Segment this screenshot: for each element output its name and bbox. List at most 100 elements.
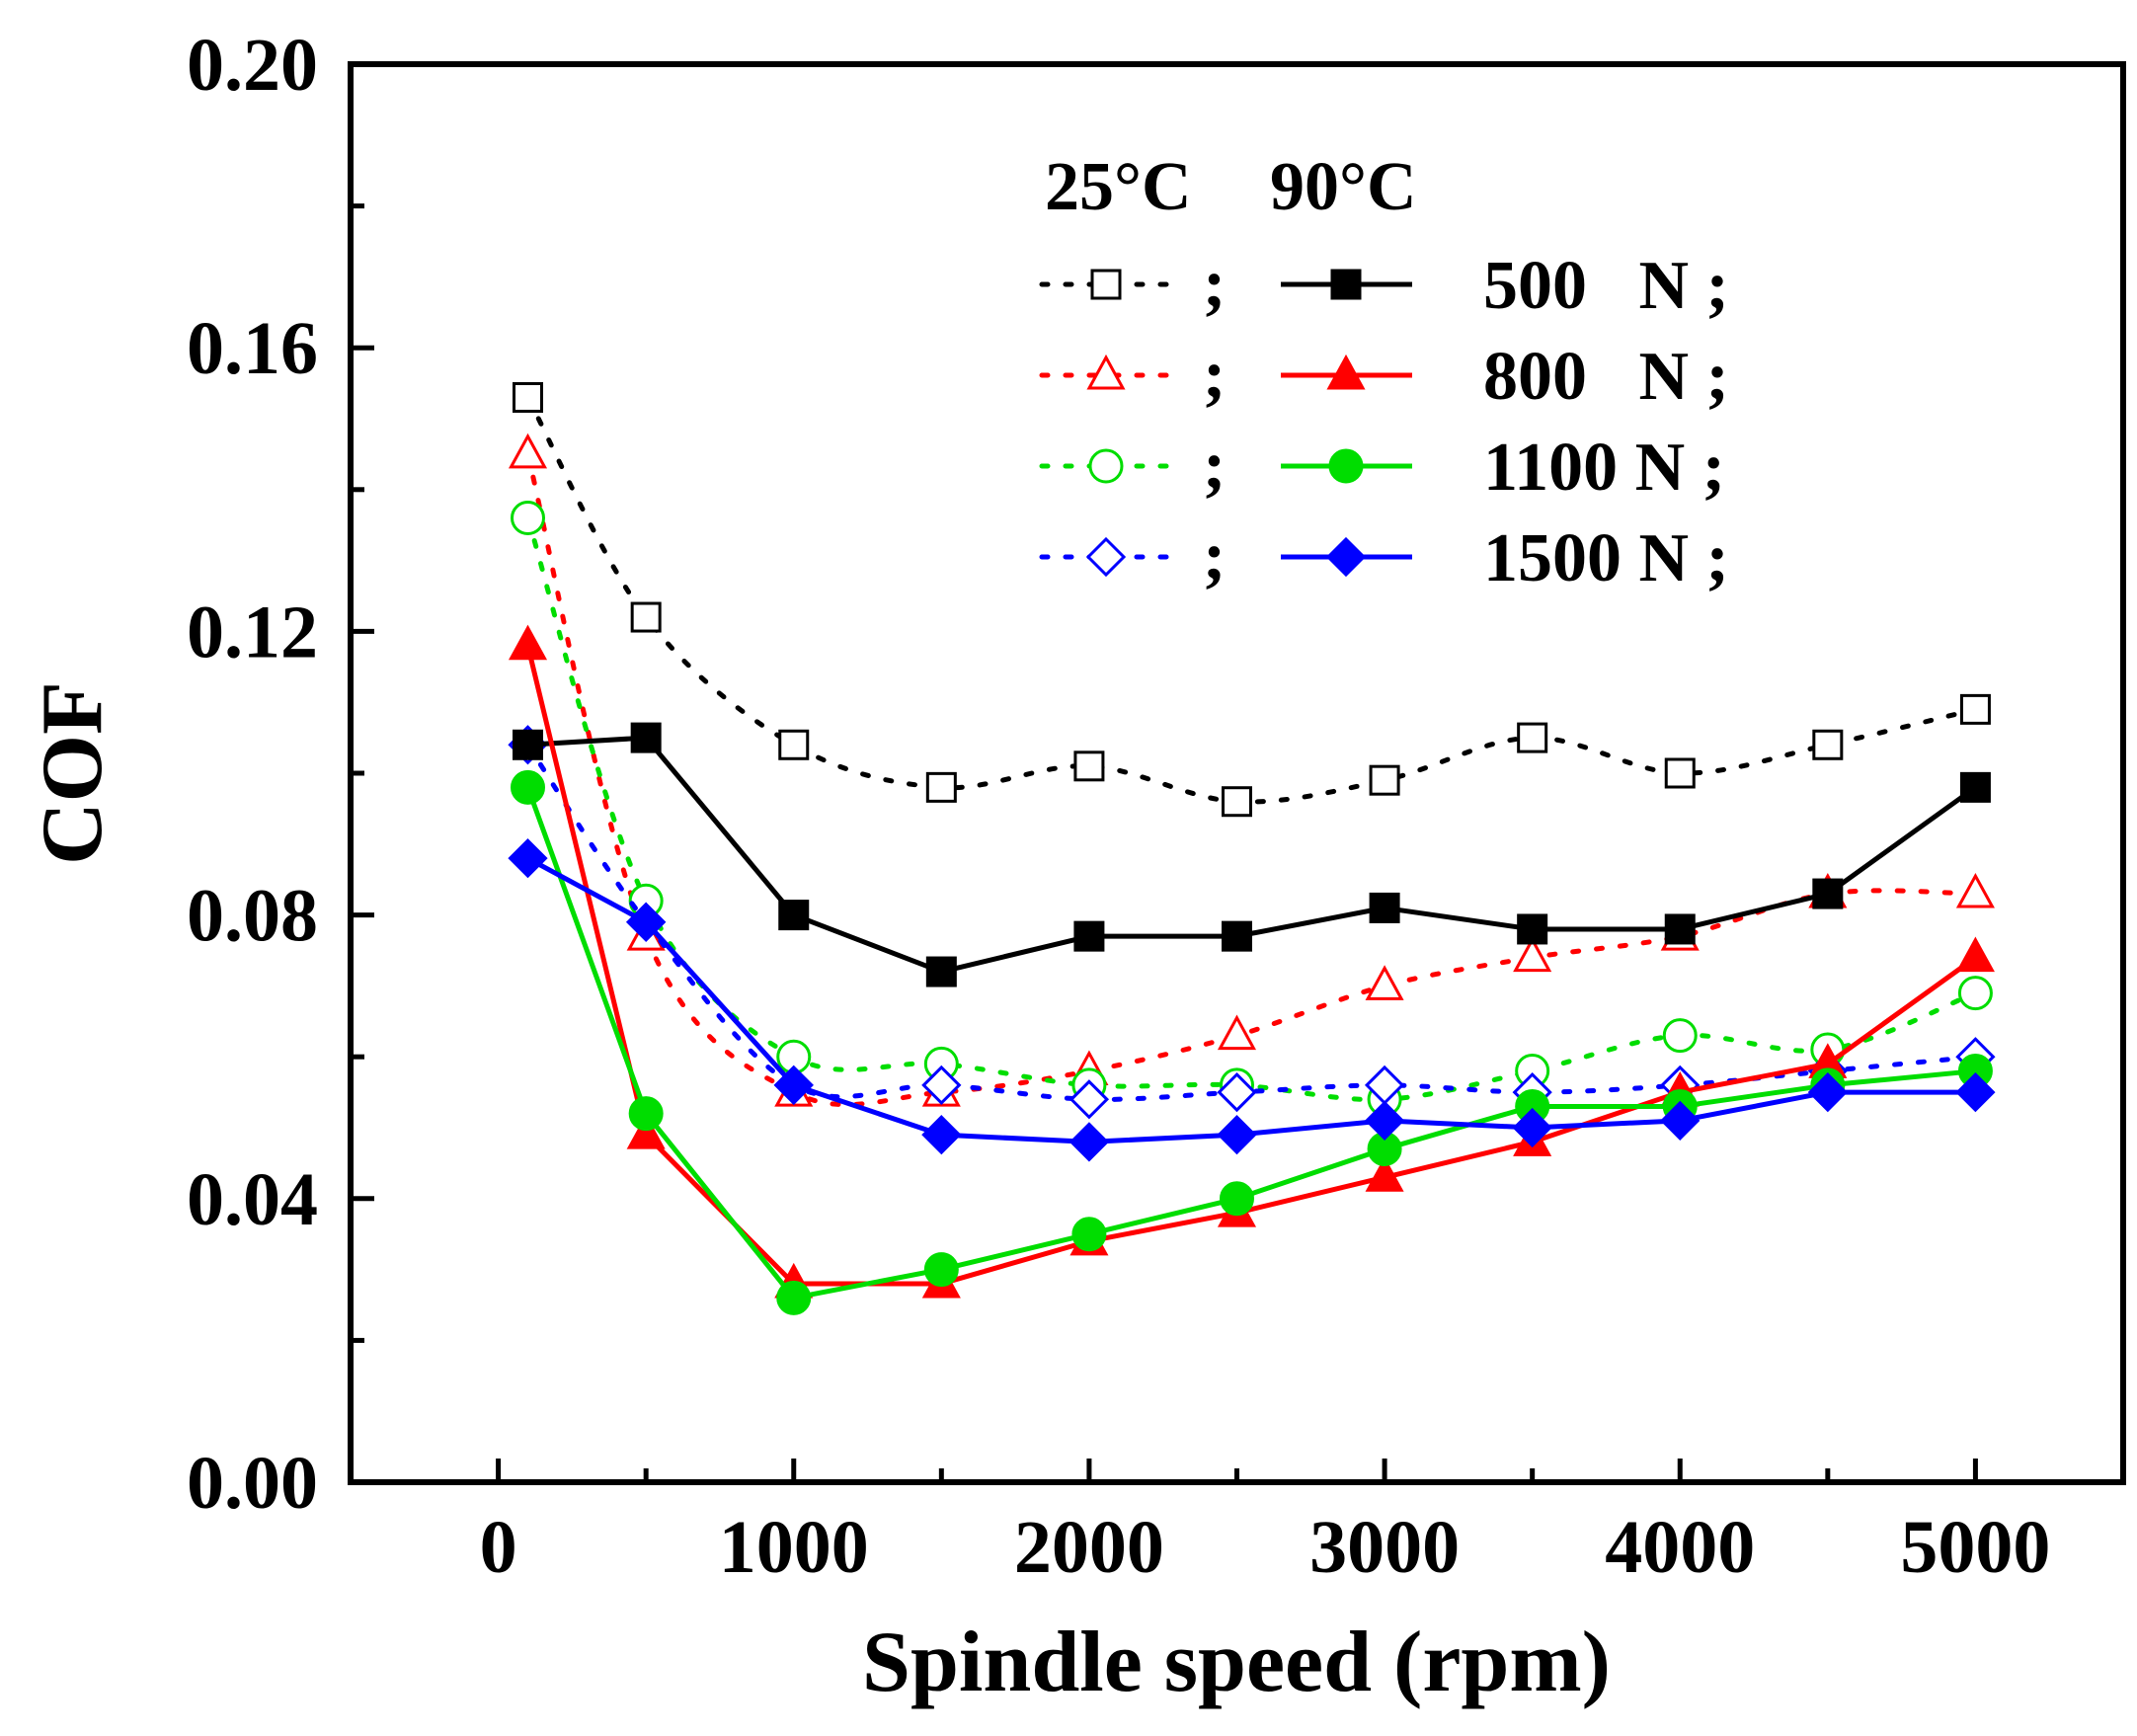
data-point bbox=[1217, 1014, 1257, 1051]
legend-separator: ; bbox=[1203, 337, 1226, 413]
series-25c-500-n bbox=[513, 381, 1991, 818]
x-tick-label: 2000 bbox=[1014, 1506, 1164, 1589]
data-point bbox=[776, 1280, 812, 1315]
data-point bbox=[1073, 750, 1105, 782]
data-point bbox=[1365, 1156, 1404, 1192]
data-point bbox=[1369, 892, 1400, 923]
data-point bbox=[778, 900, 810, 931]
y-tick-label: 0.04 bbox=[187, 1158, 318, 1241]
legend-row: ; 800 N ; bbox=[1039, 337, 1729, 415]
series-25c-800-n bbox=[508, 433, 1995, 1108]
legend-label: 500 N ; bbox=[1483, 248, 1729, 324]
series-line bbox=[525, 394, 1978, 805]
legend-marker-90c bbox=[1328, 448, 1364, 484]
data-point bbox=[1660, 1100, 1701, 1141]
legend-header-90c: 90°C bbox=[1270, 149, 1417, 225]
data-point bbox=[1217, 1115, 1257, 1155]
data-point bbox=[508, 624, 548, 661]
data-point bbox=[1957, 976, 1993, 1011]
legend-marker-25c bbox=[1085, 536, 1127, 578]
legend-marker-25c bbox=[1090, 269, 1122, 300]
data-point bbox=[1955, 1071, 1996, 1113]
data-point bbox=[513, 729, 543, 760]
legend-row: ; 500 N ; bbox=[1039, 246, 1729, 324]
data-point bbox=[1222, 786, 1252, 818]
y-tick-labels: 0.00 0.04 0.08 0.12 0.16 0.20 bbox=[187, 24, 318, 1525]
y-tick-label: 0.00 bbox=[187, 1442, 318, 1525]
series-line bbox=[525, 451, 1978, 1108]
data-point bbox=[513, 381, 543, 413]
data-point bbox=[778, 729, 810, 760]
data-point bbox=[1517, 913, 1548, 945]
data-point bbox=[1365, 965, 1404, 1000]
data-point bbox=[1220, 1181, 1254, 1217]
series-line bbox=[525, 645, 1977, 1287]
legend-marker-90c bbox=[1325, 536, 1367, 578]
series-90c-500-n bbox=[513, 722, 1991, 987]
legend-separator: ; bbox=[1203, 518, 1226, 594]
data-point bbox=[511, 501, 545, 536]
legend-marker-25c bbox=[1086, 354, 1126, 390]
legend-separator: ; bbox=[1203, 246, 1226, 322]
y-tick-label: 0.08 bbox=[187, 875, 318, 958]
data-point bbox=[626, 902, 667, 942]
legend-row: ; 1500 N ; bbox=[1039, 518, 1729, 596]
data-point bbox=[1664, 757, 1696, 789]
data-point bbox=[1222, 920, 1252, 952]
data-point bbox=[508, 838, 548, 879]
data-point bbox=[1071, 1217, 1107, 1252]
y-axis-title: COF bbox=[25, 681, 120, 865]
legend-header-25c: 25°C bbox=[1045, 149, 1192, 225]
series-25c-1100-n bbox=[511, 501, 1993, 1117]
data-point bbox=[1068, 1079, 1110, 1120]
data-point bbox=[923, 1252, 959, 1288]
data-point bbox=[925, 771, 957, 803]
data-point bbox=[1512, 1107, 1552, 1148]
x-tick-label: 1000 bbox=[719, 1506, 869, 1589]
series-layer bbox=[508, 381, 1996, 1315]
data-point bbox=[626, 1114, 666, 1149]
data-point bbox=[1812, 729, 1844, 760]
data-point bbox=[1959, 771, 1991, 803]
x-tick-label: 0 bbox=[480, 1506, 517, 1589]
data-point bbox=[773, 1065, 814, 1106]
data-point bbox=[1217, 1071, 1257, 1113]
data-point bbox=[1959, 693, 1991, 725]
legend-label: 1100 N ; bbox=[1483, 430, 1725, 506]
x-tick-labels: 0 1000 2000 3000 4000 5000 bbox=[480, 1506, 2051, 1589]
y-tick-label: 0.20 bbox=[187, 24, 318, 107]
legend-label: 1500 N ; bbox=[1483, 520, 1729, 596]
data-point bbox=[1812, 878, 1844, 909]
data-point bbox=[921, 1065, 962, 1106]
x-axis-title: Spindle speed (rpm) bbox=[862, 1615, 1611, 1710]
y-tick-label: 0.12 bbox=[187, 591, 318, 673]
plot-frame bbox=[348, 61, 2126, 1485]
x-tick-label: 5000 bbox=[1900, 1506, 2050, 1589]
data-point bbox=[1807, 1071, 1848, 1113]
data-point bbox=[628, 1096, 664, 1132]
data-point bbox=[1513, 936, 1552, 973]
data-point bbox=[1073, 920, 1105, 952]
legend-marker-90c bbox=[1330, 269, 1362, 300]
data-point bbox=[1517, 722, 1548, 753]
legend: 25°C 90°C ; 500 N ; ; 800 N ;; 1100 N ;; 1500… bbox=[1039, 149, 1729, 596]
y-tick-label: 0.16 bbox=[187, 307, 318, 390]
legend-marker-25c bbox=[1088, 448, 1124, 484]
legend-marker-90c bbox=[1326, 354, 1366, 390]
data-point bbox=[1068, 1122, 1110, 1162]
data-point bbox=[630, 601, 662, 633]
data-point bbox=[1955, 936, 1995, 973]
data-point bbox=[925, 956, 957, 987]
data-point bbox=[1369, 764, 1400, 796]
data-point bbox=[1664, 913, 1696, 945]
series-line bbox=[526, 855, 1976, 1144]
data-point bbox=[1955, 872, 1995, 908]
legend-separator: ; bbox=[1203, 428, 1226, 504]
x-tick-label: 4000 bbox=[1605, 1506, 1755, 1589]
axis-ticks bbox=[351, 61, 1978, 1485]
x-tick-label: 3000 bbox=[1309, 1506, 1460, 1589]
data-point bbox=[1662, 1018, 1698, 1054]
series-90c-1500-n bbox=[508, 838, 1996, 1162]
series-line bbox=[525, 515, 1978, 1103]
